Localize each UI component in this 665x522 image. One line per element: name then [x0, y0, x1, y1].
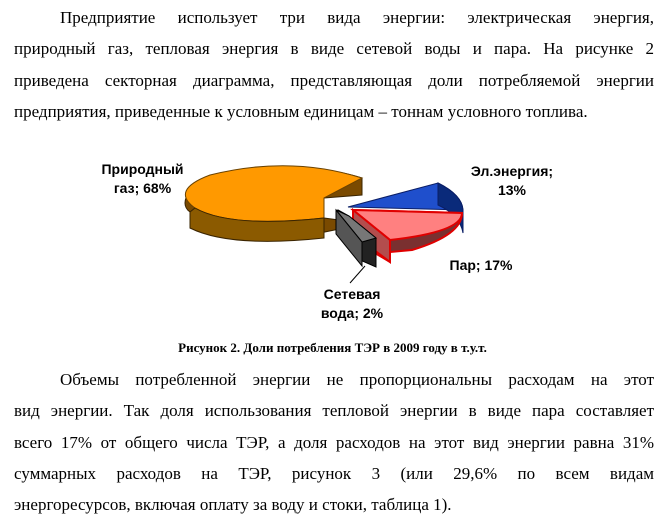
label-steam-text: Пар; 17% [449, 257, 513, 273]
leader-line-water [349, 265, 366, 284]
label-electricity: Эл.энергия; 13% [462, 162, 562, 200]
text-line: приведена секторная диаграмма, представл… [14, 70, 654, 90]
label-gas-line1: Природный [101, 161, 184, 177]
text-line: природный газ, тепловая энергия в виде с… [14, 39, 654, 59]
label-gas-line2: газ; 68% [113, 180, 172, 196]
pie-chart-svg [184, 165, 464, 284]
analysis-paragraph: Объемы потребленной энергии не пропорцио… [14, 364, 654, 520]
label-electricity-line2: 13% [497, 182, 527, 198]
label-water-line1: Сетевая [323, 286, 381, 302]
slice-steam-top [350, 208, 464, 242]
label-water-line2: вода; 2% [320, 305, 384, 321]
slice-electricity-side [437, 182, 464, 234]
slice-water-front [335, 208, 363, 268]
text-line: предприятия, приведенные к условным един… [14, 101, 588, 121]
text-line: Объемы потребленной энергии не пропорцио… [60, 370, 654, 389]
label-water: Сетевая вода; 2% [312, 285, 392, 323]
pie-chart: Природный газ; 68% Эл.энергия; 13% Пар; … [90, 150, 590, 335]
label-electricity-line1: Эл.энергия; [470, 163, 554, 179]
text-line: суммарных расходов на ТЭР, рисунок 3 (ил… [14, 463, 654, 483]
label-gas: Природный газ; 68% [90, 160, 195, 198]
slice-gas-front [189, 207, 325, 242]
figure-caption: Рисунок 2. Доли потребления ТЭР в 2009 г… [178, 340, 487, 355]
intro-paragraph: Предприятие использует три вида энергии:… [14, 2, 654, 127]
text-line: вид энергии. Так доля использования тепл… [14, 401, 654, 421]
text-line: всего 17% от общего числа ТЭР, а доля ра… [14, 432, 654, 452]
text-line: Предприятие использует три вида энергии:… [60, 8, 654, 27]
label-steam: Пар; 17% [436, 256, 526, 275]
text-line: энергоресурсов, включая оплату за воду и… [14, 495, 452, 515]
